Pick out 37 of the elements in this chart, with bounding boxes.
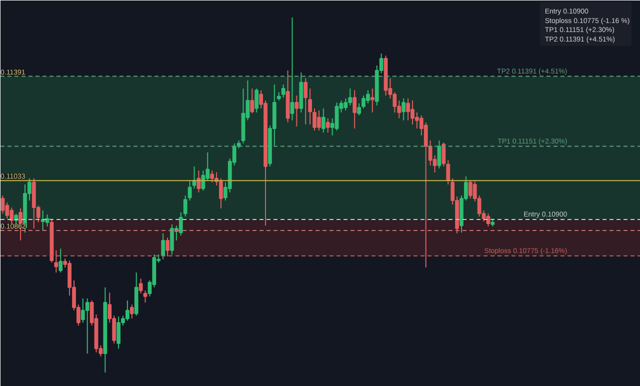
candlestick <box>143 290 148 304</box>
candlestick <box>290 16 294 121</box>
candlestick <box>178 212 183 236</box>
candlestick <box>428 140 432 166</box>
candlestick <box>250 88 254 114</box>
candlestick <box>402 98 406 121</box>
candlestick <box>130 304 134 320</box>
candlestick <box>166 237 170 257</box>
candlestick <box>446 160 450 185</box>
candlestick <box>0 195 5 214</box>
candlestick <box>188 180 192 201</box>
candlestick <box>210 170 214 183</box>
candlestick <box>344 98 348 111</box>
candlestick <box>370 88 374 113</box>
candlestick <box>392 92 397 113</box>
candlestick <box>357 102 361 116</box>
candlestick <box>442 142 446 167</box>
candlestick <box>161 232 166 260</box>
candlestick <box>201 170 206 192</box>
candlestick <box>54 250 58 274</box>
candlestick <box>125 300 130 322</box>
candlestick <box>254 88 259 113</box>
candlestick <box>58 248 63 274</box>
candlestick <box>321 108 326 134</box>
candlestick <box>183 195 188 218</box>
candlestick <box>5 202 10 220</box>
candlestick <box>304 78 308 125</box>
candlestick <box>138 278 143 294</box>
candlestick <box>334 102 339 132</box>
candlestick <box>281 84 286 98</box>
candlestick <box>424 122 428 268</box>
candlestick <box>326 118 330 134</box>
candlestick <box>308 88 312 125</box>
candlestick <box>45 214 50 227</box>
candlestick <box>352 90 357 129</box>
candlestick <box>294 95 299 127</box>
candlestick <box>85 298 90 354</box>
